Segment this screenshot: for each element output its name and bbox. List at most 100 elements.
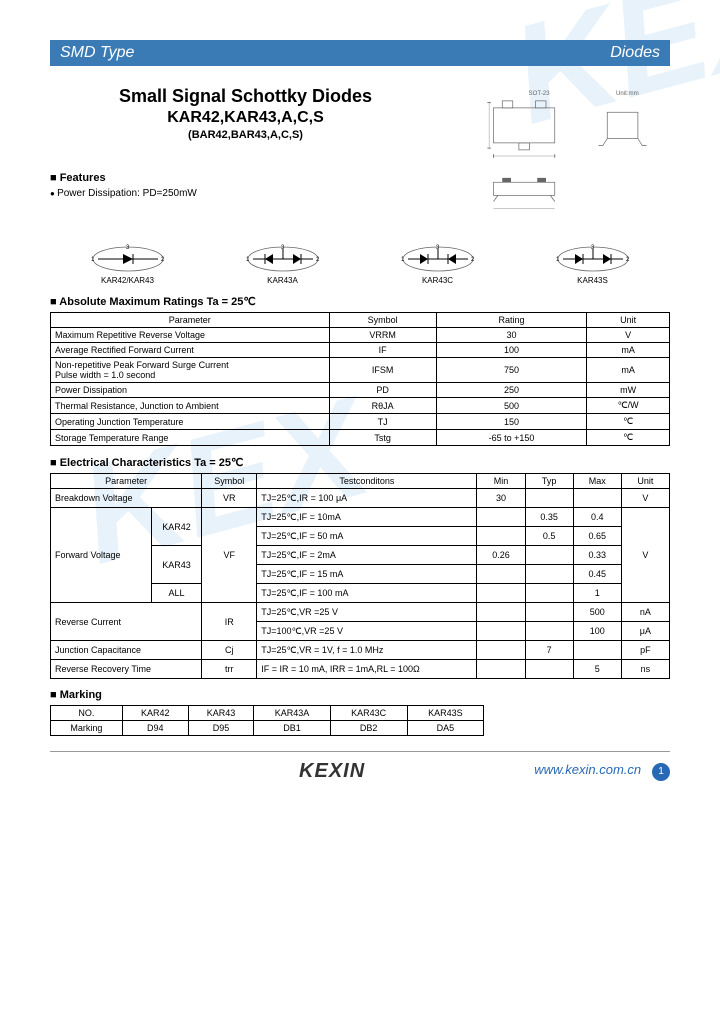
cell: KAR43S (407, 706, 483, 721)
cell: 0.35 (525, 508, 573, 527)
cell: Storage Temperature Range (51, 430, 330, 446)
cell: trr (202, 660, 257, 679)
package-drawing: SOT-23 Unit:mm (422, 86, 670, 226)
elec-table: Parameter Symbol Testconditons Min Typ M… (50, 473, 670, 679)
cell: KAR42 (122, 706, 188, 721)
cell: -65 to +150 (436, 430, 587, 446)
ratings-table: Parameter Symbol Rating Unit Maximum Rep… (50, 312, 670, 446)
cell: D94 (122, 721, 188, 736)
cell: TJ (329, 414, 436, 430)
ratings-col-param: Parameter (51, 313, 330, 328)
cell: pF (621, 641, 669, 660)
cell: mA (587, 358, 670, 383)
svg-text:2: 2 (626, 257, 630, 263)
cell: 30 (477, 489, 525, 508)
cell: V (587, 328, 670, 343)
cell: 0.33 (573, 546, 621, 565)
elec-col-symbol: Symbol (202, 474, 257, 489)
cell: 30 (436, 328, 587, 343)
svg-text:Unit:mm: Unit:mm (616, 90, 639, 97)
cell: Forward Voltage (51, 508, 152, 603)
cell: IFSM (329, 358, 436, 383)
cell: VRRM (329, 328, 436, 343)
feature-item: Power Dissipation: PD=250mW (50, 188, 391, 199)
ratings-col-symbol: Symbol (329, 313, 436, 328)
cell: ℃ (587, 414, 670, 430)
marking-heading: Marking (50, 689, 670, 701)
cell: nA (621, 603, 669, 622)
cell: Junction Capacitance (51, 641, 202, 660)
cell: mA (587, 343, 670, 358)
cell: 1 (573, 584, 621, 603)
elec-heading: Electrical Characteristics Ta = 25℃ (50, 456, 670, 469)
cell: 500 (436, 398, 587, 414)
cell: 0.45 (573, 565, 621, 584)
cell: Average Rectified Forward Current (51, 343, 330, 358)
cell: 100 (436, 343, 587, 358)
cell: 100 (573, 622, 621, 641)
footer-logo: KEXIN (299, 760, 365, 783)
elec-col-tc: Testconditons (257, 474, 477, 489)
circuit-label-2: KAR43A (233, 276, 333, 285)
cell: IF (329, 343, 436, 358)
cell: D95 (188, 721, 254, 736)
cell: mW (587, 383, 670, 398)
cell: ℃ (587, 430, 670, 446)
cell: 0.4 (573, 508, 621, 527)
cell: TJ=25℃,IF = 50 mA (257, 527, 477, 546)
cell: ns (621, 660, 669, 679)
cell: TJ=25℃,IF = 15 mA (257, 565, 477, 584)
cell (573, 489, 621, 508)
cell: KAR43A (254, 706, 330, 721)
cell: ALL (151, 584, 202, 603)
cell: 500 (573, 603, 621, 622)
cell: DB1 (254, 721, 330, 736)
title-block: Small Signal Schottky Diodes KAR42,KAR43… (100, 86, 391, 141)
cell: TJ=25℃,IF = 100 mA (257, 584, 477, 603)
cell: V (621, 489, 669, 508)
cell: 250 (436, 383, 587, 398)
ratings-heading: Absolute Maximum Ratings Ta = 25℃ (50, 295, 670, 308)
svg-text:2: 2 (471, 257, 475, 263)
page-number: 1 (652, 763, 670, 781)
marking-table: NO. KAR42 KAR43 KAR43A KAR43C KAR43S Mar… (50, 705, 484, 736)
title-line1: Small Signal Schottky Diodes (100, 86, 391, 107)
cell: 750 (436, 358, 587, 383)
cell: V (621, 508, 669, 603)
cell: Power Dissipation (51, 383, 330, 398)
circuit-label-3: KAR43C (388, 276, 488, 285)
cell: TJ=25℃,IR = 100 μA (257, 489, 477, 508)
cell: Marking (51, 721, 123, 736)
cell: TJ=25℃,IF = 2mA (257, 546, 477, 565)
cell: 0.26 (477, 546, 525, 565)
cell: ℃/W (587, 398, 670, 414)
cell: Cj (202, 641, 257, 660)
ratings-col-rating: Rating (436, 313, 587, 328)
elec-col-unit: Unit (621, 474, 669, 489)
title-line2: KAR42,KAR43,A,C,S (100, 109, 391, 127)
svg-text:2: 2 (316, 257, 320, 263)
circuit-label-4: KAR43S (543, 276, 643, 285)
ratings-col-unit: Unit (587, 313, 670, 328)
cell: KAR43C (330, 706, 407, 721)
elec-col-param: Parameter (51, 474, 202, 489)
cell: Operating Junction Temperature (51, 414, 330, 430)
header-bar: SMD Type Diodes (50, 40, 670, 66)
elec-col-typ: Typ (525, 474, 573, 489)
cell: 150 (436, 414, 587, 430)
cell: DB2 (330, 721, 407, 736)
circuit-label-1: KAR42/KAR43 (78, 276, 178, 285)
cell: Reverse Current (51, 603, 202, 641)
cell: TJ=25℃,VR =25 V (257, 603, 477, 622)
cell: Thermal Resistance, Junction to Ambient (51, 398, 330, 414)
cell: DA5 (407, 721, 483, 736)
cell: KAR42 (151, 508, 202, 546)
elec-col-max: Max (573, 474, 621, 489)
cell: Breakdown Voltage (51, 489, 202, 508)
elec-col-min: Min (477, 474, 525, 489)
footer: KEXIN www.kexin.com.cn 1 (50, 751, 670, 783)
cell: TJ=25℃,IF = 10mA (257, 508, 477, 527)
header-left: SMD Type (60, 44, 134, 62)
cell: KAR43 (188, 706, 254, 721)
features-heading: Features (50, 172, 391, 184)
